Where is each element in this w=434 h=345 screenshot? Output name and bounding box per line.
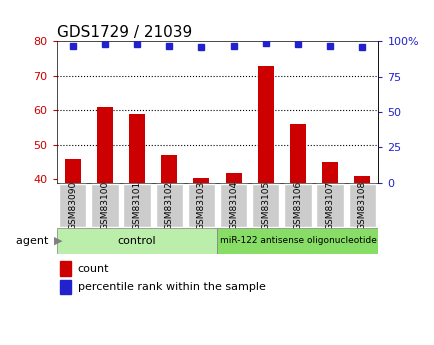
Text: agent: agent [16,236,52,246]
Text: GSM83105: GSM83105 [261,181,270,230]
FancyBboxPatch shape [316,184,343,227]
FancyBboxPatch shape [56,228,217,254]
Text: GDS1729 / 21039: GDS1729 / 21039 [56,25,191,40]
FancyBboxPatch shape [252,184,279,227]
Bar [161,155,177,183]
Text: GSM83107: GSM83107 [325,181,334,230]
FancyBboxPatch shape [284,184,311,227]
Text: GSM83104: GSM83104 [229,181,237,230]
FancyBboxPatch shape [155,184,182,227]
Bar [97,107,113,183]
Text: ▶: ▶ [54,236,63,246]
Text: GSM83102: GSM83102 [164,181,173,230]
Bar [59,261,71,276]
Bar [193,178,209,183]
FancyBboxPatch shape [91,184,118,227]
Text: count: count [78,264,109,274]
Bar [257,66,273,183]
Text: GSM83100: GSM83100 [100,181,109,230]
Text: GSM83103: GSM83103 [197,181,205,230]
Text: percentile rank within the sample: percentile rank within the sample [78,282,265,292]
FancyBboxPatch shape [348,184,375,227]
FancyBboxPatch shape [123,184,150,227]
Text: control: control [118,236,156,246]
Text: miR-122 antisense oligonucleotide: miR-122 antisense oligonucleotide [219,236,375,245]
FancyBboxPatch shape [59,184,86,227]
Bar [225,172,241,183]
FancyBboxPatch shape [187,184,214,227]
Bar [353,176,369,183]
Bar [289,124,305,183]
Bar [65,159,81,183]
Text: GSM83108: GSM83108 [357,181,366,230]
Bar [128,114,145,183]
Text: GSM83090: GSM83090 [68,181,77,230]
FancyBboxPatch shape [217,228,378,254]
Bar [59,280,71,294]
Text: GSM83106: GSM83106 [293,181,302,230]
Bar [321,162,338,183]
FancyBboxPatch shape [220,184,247,227]
Text: GSM83101: GSM83101 [132,181,141,230]
